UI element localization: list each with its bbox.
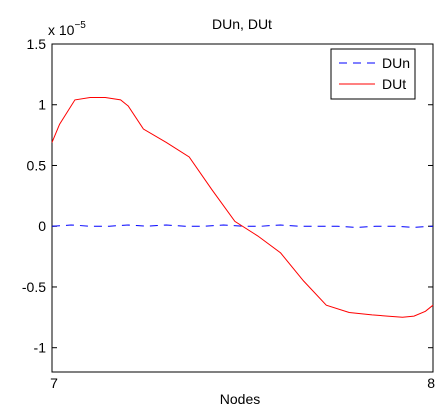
axis-ticks: 1.5 1 0.5 0 -0.5 -1 7 8 — [22, 36, 435, 391]
y-tick-label: 1.5 — [27, 36, 47, 52]
y-tick-label: 1 — [38, 97, 46, 113]
y-scale-base: x 10 — [48, 22, 75, 38]
legend-box — [330, 48, 416, 100]
y-tick-label: -1 — [34, 340, 47, 356]
chart-title: DUn, DUt — [212, 16, 272, 32]
y-tick-label: 0.5 — [27, 157, 47, 173]
series-lines — [51, 97, 434, 318]
plot-area: 1.5 1 0.5 0 -0.5 -1 7 8 — [22, 36, 435, 391]
y-tick-label: -0.5 — [22, 279, 46, 295]
y-scale-exponent: −5 — [74, 20, 86, 31]
x-tick-label: 7 — [50, 375, 58, 391]
x-tick-label: 8 — [427, 375, 435, 391]
plot-frame — [51, 43, 434, 373]
legend: DUn DUt — [330, 48, 416, 100]
x-axis-label: Nodes — [220, 391, 260, 407]
series-line-dun — [51, 224, 434, 228]
series-line-dut — [51, 97, 434, 318]
legend-label-dut: DUt — [382, 76, 406, 92]
y-tick-label: 0 — [38, 218, 46, 234]
y-scale-label: x 10−5 — [48, 20, 86, 38]
legend-label-dun: DUn — [382, 55, 410, 71]
